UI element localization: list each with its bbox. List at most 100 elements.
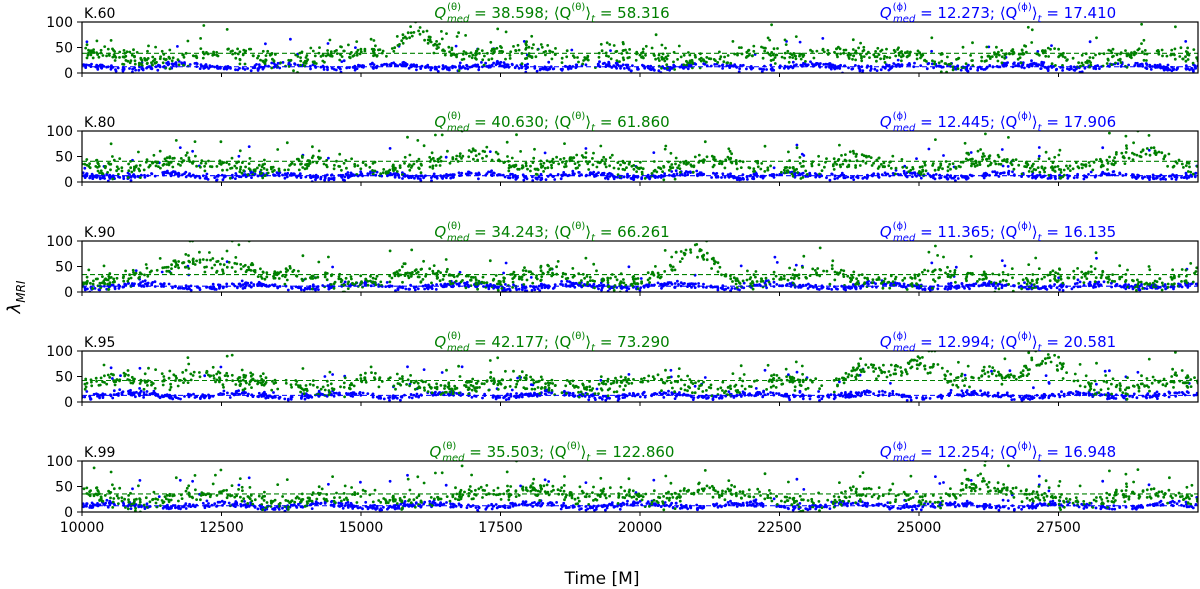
phi-point [683,282,686,285]
theta-point [446,149,449,153]
theta-point [804,169,808,173]
theta-point [591,163,595,167]
theta-point [822,50,826,54]
theta-point [828,282,832,286]
phi-point [592,170,596,174]
theta-point [1184,268,1188,272]
theta-point [796,171,800,174]
theta-point [417,29,420,33]
theta-point [745,278,749,282]
theta-point [996,153,1000,157]
phi-point [794,263,798,267]
theta-point [554,47,557,50]
theta-point [903,51,907,55]
theta-point [400,39,404,43]
theta-point [918,170,921,173]
phi-point [1088,40,1092,44]
theta-point [325,163,328,167]
theta-point [602,155,606,159]
phi-point [783,64,787,68]
phi-point [255,63,258,66]
theta-point [342,49,346,53]
theta-point [528,54,532,58]
theta-point [631,277,635,281]
theta-point [120,169,124,173]
theta-point [1118,57,1122,61]
theta-point [693,155,697,159]
theta-point [393,46,397,50]
theta-point [762,46,765,50]
theta-point [688,53,692,57]
theta-point [1088,56,1092,59]
theta-point [493,47,496,51]
theta-point [546,166,550,170]
phi-point [281,61,285,64]
theta-point [348,55,351,59]
phi-point [739,264,743,268]
phi-point [1144,62,1148,65]
theta-point [940,59,944,63]
theta-point [273,270,277,273]
theta-point [848,150,852,154]
theta-point [423,38,426,42]
theta-point [496,282,499,286]
theta-point [871,278,875,281]
phi-point [309,67,312,71]
phi-point [631,177,634,181]
phi-point [1026,63,1029,67]
phi-point [646,173,650,177]
phi-point [467,170,470,174]
theta-point [113,59,117,62]
phi-point [694,62,698,66]
theta-point [1088,164,1092,168]
theta-point [263,158,266,162]
theta-point [327,255,330,259]
theta-point [644,44,648,48]
theta-point [790,276,793,280]
theta-point [83,162,87,166]
theta-point [530,56,534,59]
theta-point [338,165,342,168]
theta-point [719,55,723,59]
theta-point [231,49,234,53]
phi-point [445,173,448,176]
theta-point [653,54,656,57]
theta-point [1157,50,1161,54]
phi-point [175,64,178,68]
phi-point [1076,172,1079,176]
phi-point [1112,170,1116,173]
phi-point [150,172,154,176]
theta-point [490,57,494,61]
phi-point [299,176,303,180]
theta-point [128,50,132,54]
theta-point [374,277,378,281]
theta-point [162,162,166,166]
phi-point [504,283,507,286]
phi-point [117,287,121,290]
phi-point [828,178,832,182]
theta-point [1020,172,1024,176]
phi-point [102,176,106,179]
theta-point [763,49,767,53]
phi-point [732,176,736,180]
phi-point [930,49,933,53]
phi-point [522,40,526,43]
phi-point [216,67,220,70]
theta-point [686,61,689,64]
phi-point [950,176,954,180]
phi-point [969,67,972,71]
theta-point [875,59,878,63]
phi-point [234,68,237,72]
phi-point [346,176,350,180]
phi-point [398,285,402,289]
theta-point [997,53,1001,57]
theta-point [854,155,858,158]
theta-point [299,63,302,67]
phi-point [316,175,320,179]
theta-point [95,39,99,43]
phi-point [1151,175,1155,179]
theta-point [324,54,328,58]
theta-point [485,154,488,158]
theta-point [1099,157,1102,161]
theta-point [694,55,697,59]
